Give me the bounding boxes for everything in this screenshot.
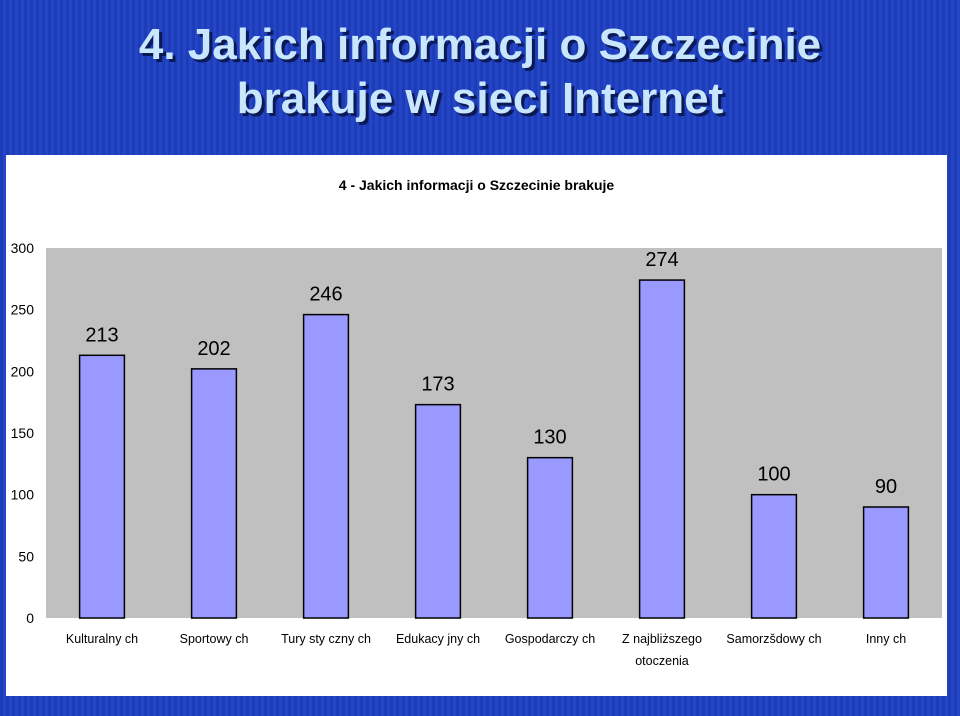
- y-tick-label: 150: [11, 425, 35, 441]
- data-label: 246: [309, 284, 342, 306]
- bar: [638, 279, 686, 619]
- x-tick-label: Edukacy jny ch: [396, 632, 480, 646]
- bar: [862, 506, 910, 619]
- data-label: 274: [645, 249, 678, 271]
- slide-title: 4. Jakich informacji o Szczecinie brakuj…: [0, 18, 960, 126]
- y-tick-label: 200: [11, 363, 35, 379]
- x-tick-label: Inny ch: [866, 632, 906, 646]
- bar: [78, 354, 126, 619]
- x-tick-label: Sportowy ch: [180, 632, 249, 646]
- y-tick-label: 50: [18, 548, 34, 564]
- bar: [414, 403, 462, 619]
- bar-chart: 0 50 100 150 200 250 300 213 Kulturalny ch 202 Spo…: [11, 240, 942, 668]
- data-label: 173: [421, 374, 454, 396]
- y-tick-label: 250: [11, 302, 35, 318]
- data-label: 213: [85, 324, 118, 346]
- y-tick-label: 0: [26, 610, 34, 626]
- chart-panel: 4 - Jakich informacji o Szczecinie braku…: [6, 155, 947, 696]
- x-tick-label: Kulturalny ch: [66, 632, 138, 646]
- data-label: 130: [533, 427, 566, 449]
- bar: [526, 456, 574, 619]
- x-tick-label: Samorzšdowy ch: [726, 632, 821, 646]
- data-label: 100: [757, 464, 790, 486]
- x-tick-label: Tury sty czny ch: [281, 632, 371, 646]
- slide-title-line2: brakuje w sieci Internet: [236, 74, 724, 123]
- y-tick-label: 100: [11, 487, 35, 503]
- data-label: 202: [197, 338, 230, 360]
- bar: [750, 493, 798, 619]
- chart-title: 4 - Jakich informacji o Szczecinie braku…: [338, 177, 615, 193]
- x-tick-label: otoczenia: [635, 654, 689, 668]
- x-tick-label: Z najbliższego: [622, 632, 702, 646]
- y-tick-label: 300: [11, 240, 35, 256]
- slide-bottom-band: [0, 696, 960, 716]
- data-label: 90: [875, 476, 897, 498]
- plot-area: [46, 248, 942, 618]
- slide-title-line1: 4. Jakich informacji o Szczecinie: [138, 20, 822, 69]
- bar: [302, 313, 350, 619]
- bar: [190, 368, 238, 619]
- x-tick-label: Gospodarczy ch: [505, 632, 595, 646]
